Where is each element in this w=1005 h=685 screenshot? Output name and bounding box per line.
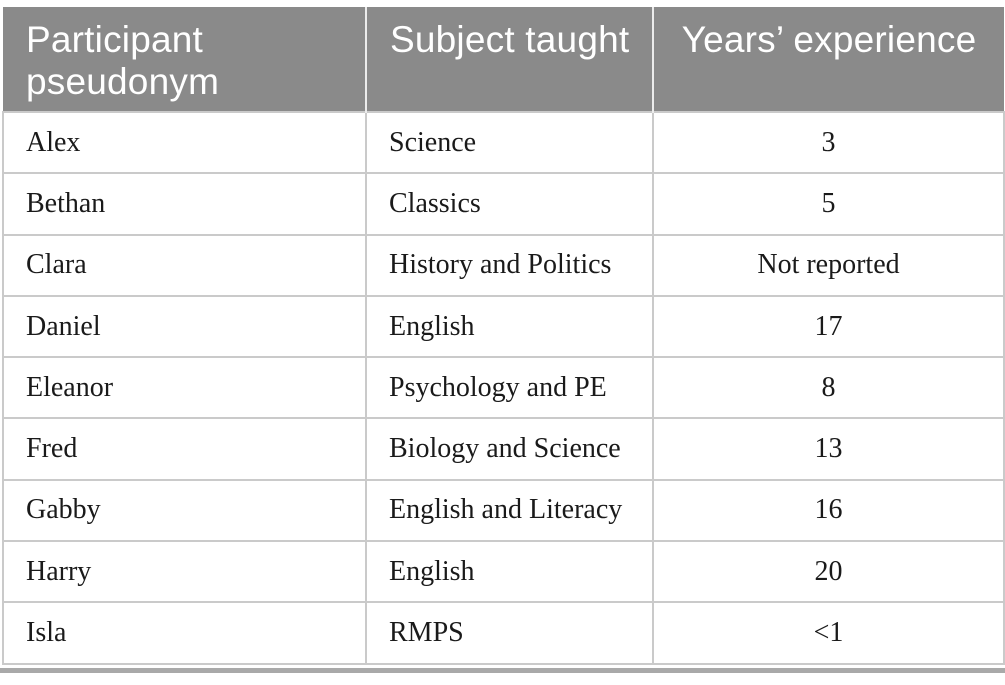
participant-pseudonym-cell: Isla <box>2 601 367 665</box>
years-experience-cell: 13 <box>652 417 1005 481</box>
participant-pseudonym-cell: Gabby <box>2 478 367 543</box>
years-experience-cell: 3 <box>652 110 1005 175</box>
table-row: Fred Biology and Science 13 <box>2 417 1005 481</box>
table-row: Gabby English and Literacy 16 <box>2 478 1005 543</box>
participant-pseudonym-cell: Clara <box>2 233 367 297</box>
table-body: Alex Science 3 Bethan Classics 5 Clara H… <box>2 110 1005 665</box>
years-experience-cell: 16 <box>652 478 1005 543</box>
participant-pseudonym-cell: Daniel <box>2 294 367 359</box>
years-experience-cell: 20 <box>652 540 1005 604</box>
participant-pseudonym-cell: Harry <box>2 540 367 604</box>
header-row: Participant pseudonym Subject taught Yea… <box>3 7 1004 112</box>
table-bottom-rule <box>0 668 1005 673</box>
years-experience-cell: 17 <box>652 294 1005 359</box>
subject-taught-cell: Classics <box>365 172 654 236</box>
table-row: Daniel English 17 <box>2 294 1005 359</box>
table-row: Harry English 20 <box>2 540 1005 604</box>
participant-pseudonym-cell: Fred <box>2 417 367 481</box>
participant-pseudonym-cell: Eleanor <box>2 356 367 420</box>
subject-taught-cell: Science <box>365 110 654 175</box>
years-experience-cell: <1 <box>652 601 1005 665</box>
subject-taught-cell: English <box>365 540 654 604</box>
table-row: Alex Science 3 <box>2 110 1005 175</box>
table-row: Clara History and Politics Not reported <box>2 233 1005 297</box>
table-row: Bethan Classics 5 <box>2 172 1005 236</box>
subject-taught-cell: English <box>365 294 654 359</box>
years-experience-cell: 8 <box>652 356 1005 420</box>
table-header: Participant pseudonym Subject taught Yea… <box>3 7 1004 112</box>
years-experience-cell: 5 <box>652 172 1005 236</box>
column-header-participant-pseudonym: Participant pseudonym <box>3 7 366 112</box>
subject-taught-cell: RMPS <box>365 601 654 665</box>
subject-taught-cell: English and Literacy <box>365 478 654 543</box>
participant-pseudonym-cell: Bethan <box>2 172 367 236</box>
column-header-years-experience: Years’ experience <box>652 7 1004 112</box>
subject-taught-cell: History and Politics <box>365 233 654 297</box>
column-header-subject-taught: Subject taught <box>365 7 653 112</box>
subject-taught-cell: Biology and Science <box>365 417 654 481</box>
subject-taught-cell: Psychology and PE <box>365 356 654 420</box>
table-row: Eleanor Psychology and PE 8 <box>2 356 1005 420</box>
participant-pseudonym-cell: Alex <box>2 110 367 175</box>
years-experience-cell: Not reported <box>652 233 1005 297</box>
table-row: Isla RMPS <1 <box>2 601 1005 665</box>
participants-table: Participant pseudonym Subject taught Yea… <box>2 7 1005 665</box>
